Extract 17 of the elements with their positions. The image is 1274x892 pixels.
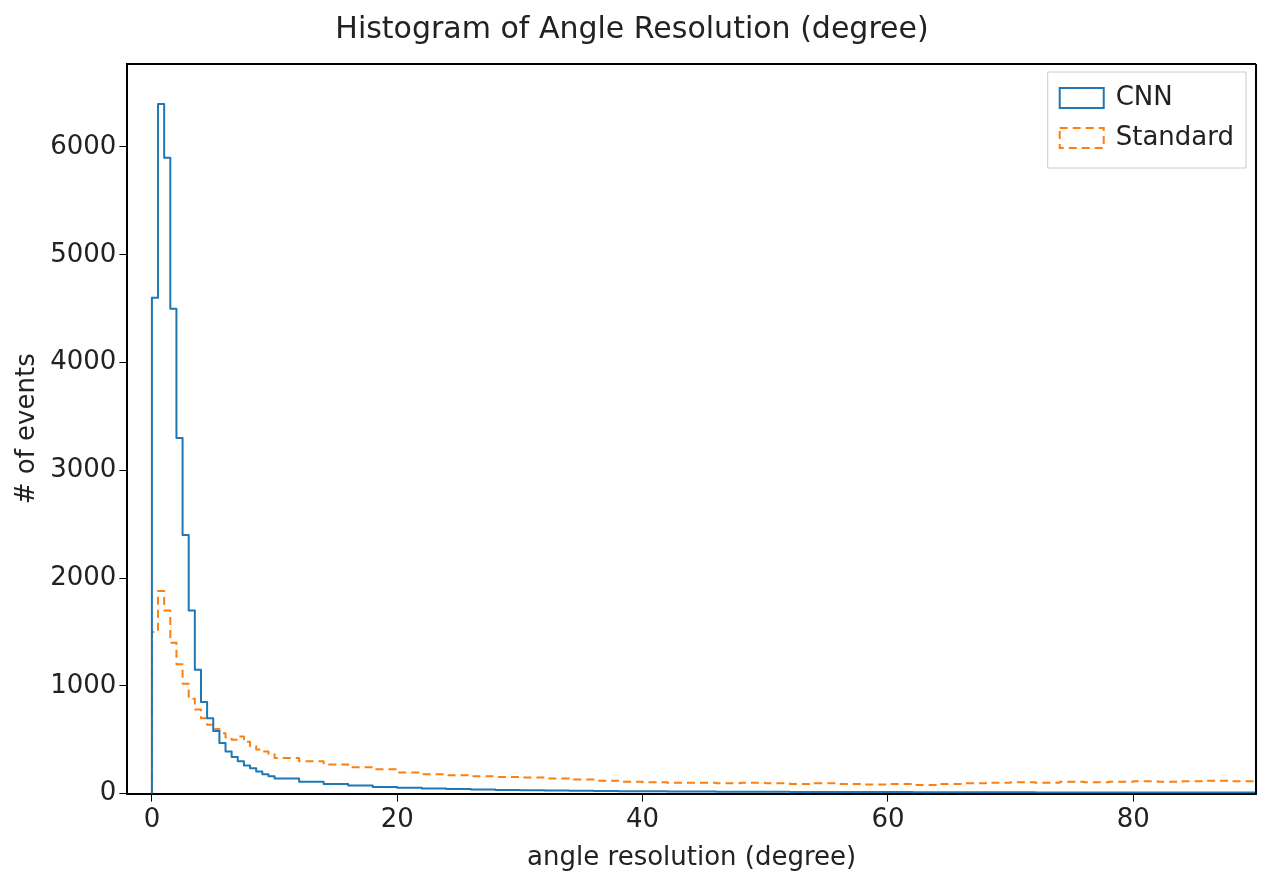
y-axis-title: # of events — [10, 353, 41, 505]
y-tick-label: 2000 — [50, 560, 117, 591]
x-tick-label: 80 — [1116, 802, 1150, 833]
y-tick-label: 3000 — [50, 453, 117, 484]
chart-title: Histogram of Angle Resolution (degree) — [335, 9, 929, 45]
x-axis-title: angle resolution (degree) — [527, 841, 857, 872]
legend-label: Standard — [1115, 120, 1235, 151]
y-tick-label: 5000 — [50, 237, 117, 268]
x-tick-label: 0 — [143, 802, 161, 833]
x-tick-label: 40 — [626, 802, 660, 833]
y-tick-label: 6000 — [50, 129, 117, 160]
x-tick-label: 20 — [380, 802, 414, 833]
y-tick-label: 4000 — [50, 345, 117, 376]
x-tick-label: 60 — [871, 802, 905, 833]
y-tick-label: 0 — [99, 776, 117, 807]
legend-label: CNN — [1115, 80, 1173, 111]
y-tick-label: 1000 — [50, 668, 117, 699]
